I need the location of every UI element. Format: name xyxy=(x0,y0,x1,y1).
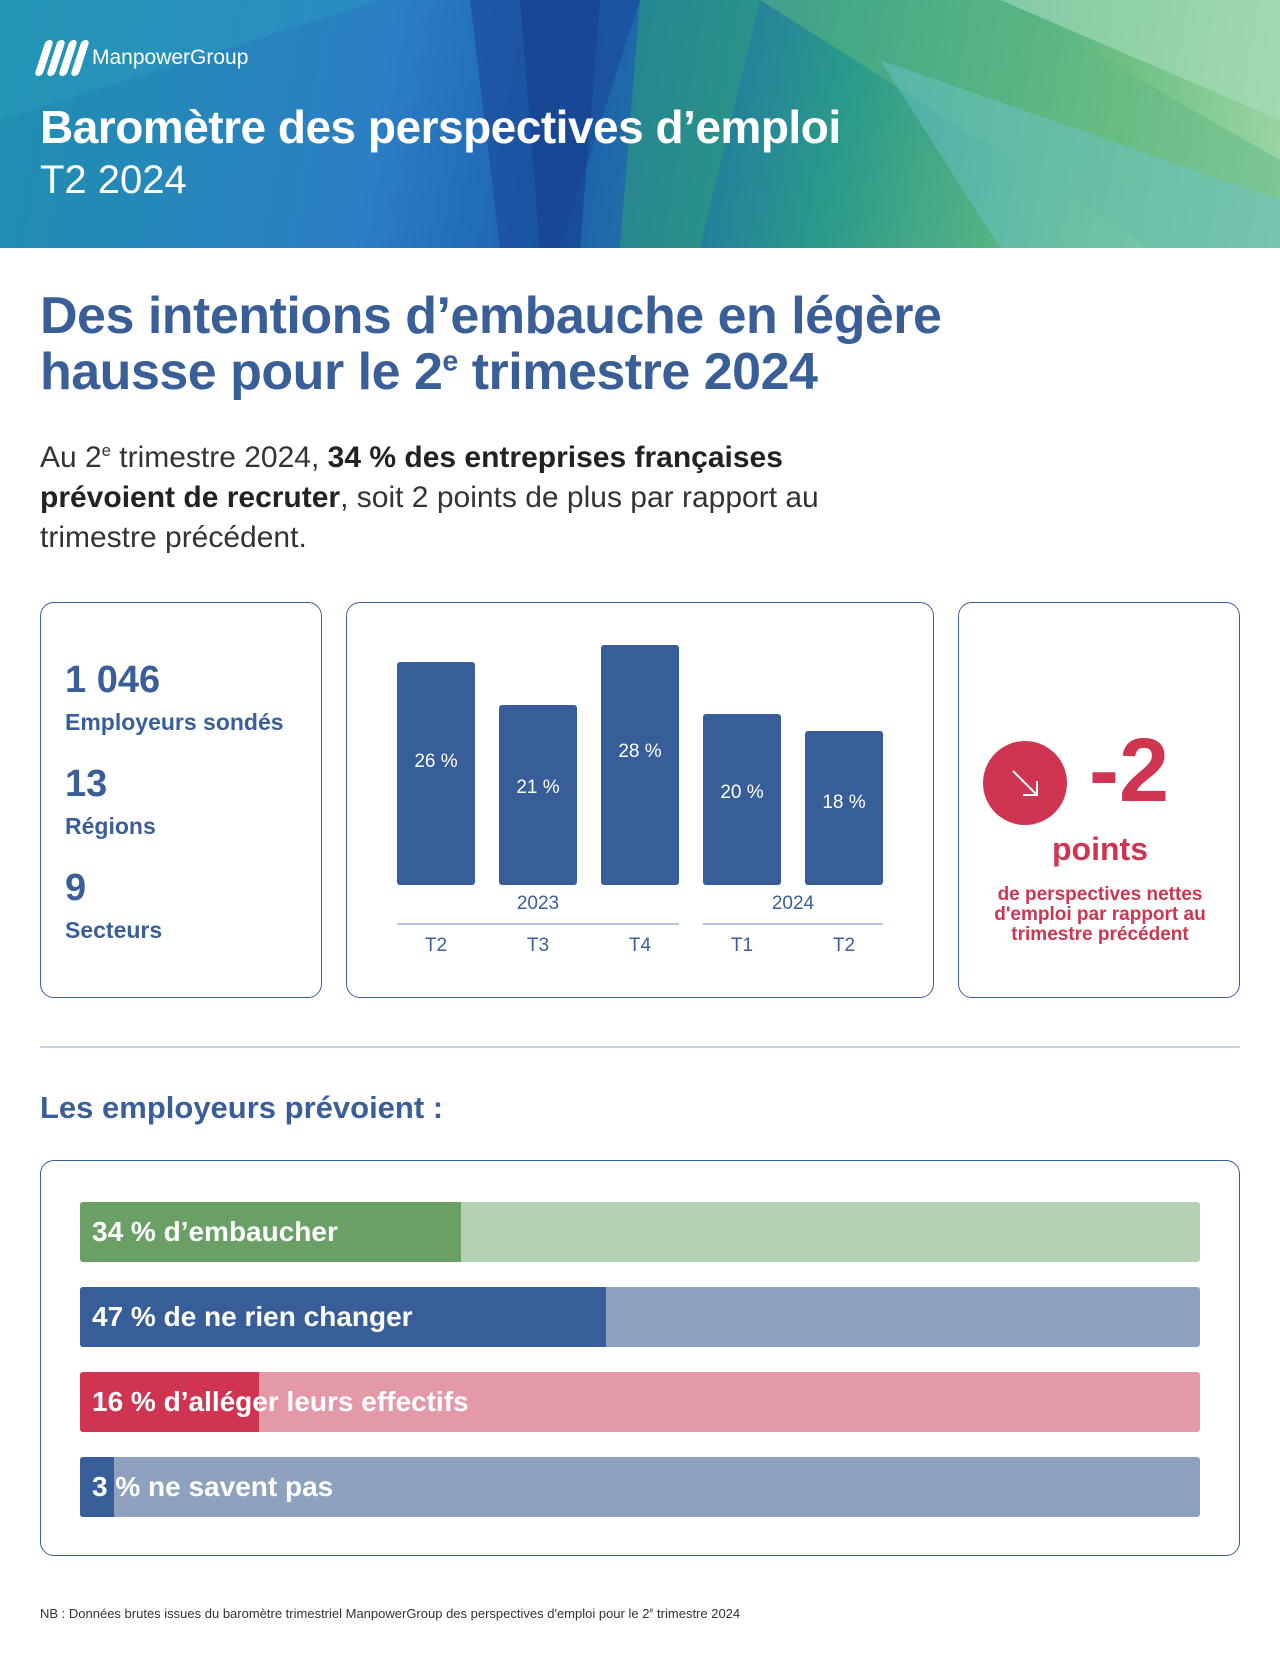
chart-group-line xyxy=(397,923,679,925)
intro-paragraph: Au 2e trimestre 2024, 34 % des entrepris… xyxy=(40,441,819,554)
delta-value: -2 xyxy=(1089,721,1170,821)
chart-data-label: 21 % xyxy=(516,777,560,798)
stat-label: Employeurs sondés xyxy=(65,709,284,735)
chart-group-label: 2023 xyxy=(516,893,560,914)
chart-bar xyxy=(499,705,577,885)
intention-label: 34 % d’embaucher xyxy=(92,1216,338,1247)
intention-label: 3 % ne savent pas xyxy=(92,1471,334,1502)
chart-group-label: 2024 xyxy=(771,893,815,914)
chart-data-label: 20 % xyxy=(720,782,764,804)
headline-line-1: Des intentions d’embauche en légère xyxy=(40,287,942,345)
chart-bar xyxy=(805,730,883,885)
chart-data-label: 26 % xyxy=(414,751,458,773)
intention-bar-fill xyxy=(80,1287,607,1347)
delta-unit: points xyxy=(1052,831,1148,867)
intention-bar: 34 % d’embaucher xyxy=(80,1202,1200,1262)
chart-category-label: T3 xyxy=(526,935,550,956)
brand-logo: ManpowerGroup xyxy=(34,40,249,76)
chart-bar xyxy=(703,713,781,885)
headline: Des intentions d’embauche en légère haus… xyxy=(40,288,1220,400)
delta-description: de perspectives nettes d'emploi par rapp… xyxy=(994,884,1206,945)
delta-card: -2 points de perspectives nettes d'emplo… xyxy=(958,602,1240,998)
survey-stats-card: 1 046 Employeurs sondés 13 Régions 9 Sec… xyxy=(40,602,322,998)
intention-label: 47 % de ne rien changer xyxy=(92,1301,413,1332)
chart-category-label: T2 xyxy=(424,935,448,956)
section-divider xyxy=(40,1046,1240,1048)
footnote: NB : Données brutes issues du baromètre … xyxy=(40,1606,741,1621)
report-period: T2 2024 xyxy=(40,158,187,202)
chart-data-label: 28 % xyxy=(618,741,662,762)
manpower-logo-icon xyxy=(34,40,90,76)
intention-bar: 16 % d’alléger leurs effectifs xyxy=(80,1372,1200,1432)
header-banner: ManpowerGroup Baromètre des perspectives… xyxy=(0,0,1280,248)
arrow-down-right-glyph xyxy=(1012,770,1038,796)
section-title: Les employeurs prévoient : xyxy=(40,1090,444,1125)
intention-bar: 3 % ne savent pas xyxy=(80,1457,1200,1517)
intention-bar: 47 % de ne rien changer xyxy=(80,1287,1200,1347)
chart-data-label: 18 % xyxy=(822,792,866,814)
intention-bar-fill xyxy=(80,1457,114,1517)
chart-category-label: T1 xyxy=(730,935,754,956)
stat-label: Régions xyxy=(65,813,156,839)
stat-value: 13 xyxy=(65,763,108,805)
brand-name: ManpowerGroup xyxy=(92,46,249,69)
chart-bar xyxy=(397,662,475,885)
quarterly-chart-card: 26 % T2 21 % T3 28 % T4 20 % T1 18 % T2 2023 2024 xyxy=(346,602,934,998)
stat-label: Secteurs xyxy=(65,917,163,943)
chart-category-label: T4 xyxy=(628,935,652,956)
report-title: Baromètre des perspectives d’emploi xyxy=(40,101,841,153)
stat-value: 1 046 xyxy=(65,659,161,701)
chart-category-label: T2 xyxy=(832,935,856,956)
chart-bar xyxy=(601,645,679,885)
arrow-down-right-icon xyxy=(983,741,1067,825)
chart-group-line xyxy=(703,923,883,925)
stat-value: 9 xyxy=(65,867,87,909)
header-decoration xyxy=(0,0,1280,248)
intention-label: 16 % d’alléger leurs effectifs xyxy=(92,1386,469,1417)
intention-bar-fill xyxy=(80,1202,461,1262)
intention-bar-fill xyxy=(80,1372,260,1432)
headline-line-2: hausse pour le 2e trimestre 2024 xyxy=(40,343,818,401)
